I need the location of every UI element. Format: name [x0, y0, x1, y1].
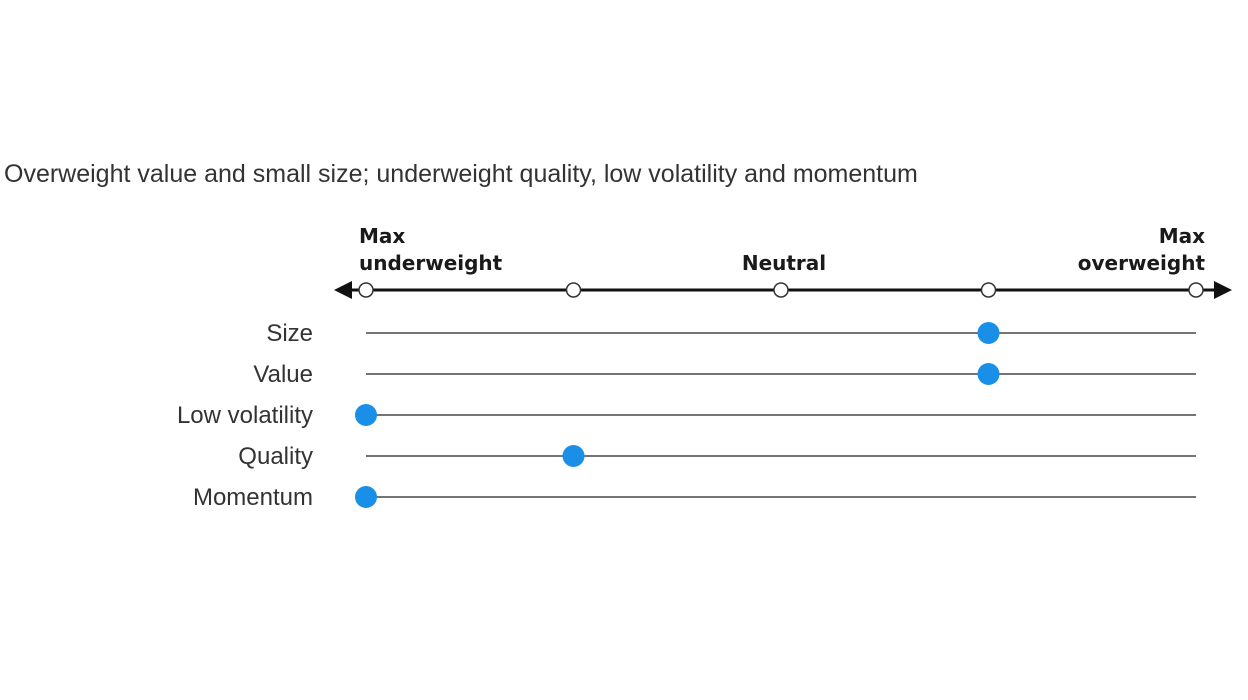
arrow-right-icon: [1214, 281, 1232, 299]
row-quality: Quality: [238, 443, 1196, 470]
row-label: Value: [253, 361, 313, 388]
position-marker-low-volatility: [355, 404, 377, 426]
axis-labels: Max underweight Neutral Max overweight: [359, 224, 1205, 275]
axis-tick-1: [565, 282, 582, 298]
factor-rows: Size Value Low volatility Quality Momentum: [177, 320, 1196, 511]
axis-label-max-underweight-line2: underweight: [359, 251, 503, 275]
row-momentum: Momentum: [193, 484, 1196, 511]
axis-tick-0: [358, 282, 374, 298]
row-value: Value: [253, 361, 1196, 388]
axis-label-neutral: Neutral: [742, 251, 826, 275]
axis-tick-4: [1188, 282, 1204, 298]
arrow-left-icon: [334, 281, 352, 299]
row-label: Low volatility: [177, 402, 313, 429]
axis-label-max-overweight-line2: overweight: [1078, 251, 1206, 275]
axis-label-max-underweight-line1: Max: [359, 224, 405, 248]
axis-tick-3: [980, 282, 997, 298]
position-marker-quality: [562, 445, 585, 467]
row-size: Size: [266, 320, 1196, 347]
axis-tick-2: [773, 282, 789, 298]
position-marker-size: [977, 322, 1000, 344]
row-low-volatility: Low volatility: [177, 402, 1196, 429]
chart-title: Overweight value and small size; underwe…: [4, 160, 918, 188]
row-label: Quality: [238, 443, 313, 470]
position-marker-momentum: [355, 486, 377, 508]
axis-label-max-overweight-line1: Max: [1159, 224, 1205, 248]
row-label: Momentum: [193, 484, 313, 511]
axis-ticks: [358, 282, 1204, 298]
position-marker-value: [977, 363, 1000, 385]
row-label: Size: [266, 320, 313, 347]
